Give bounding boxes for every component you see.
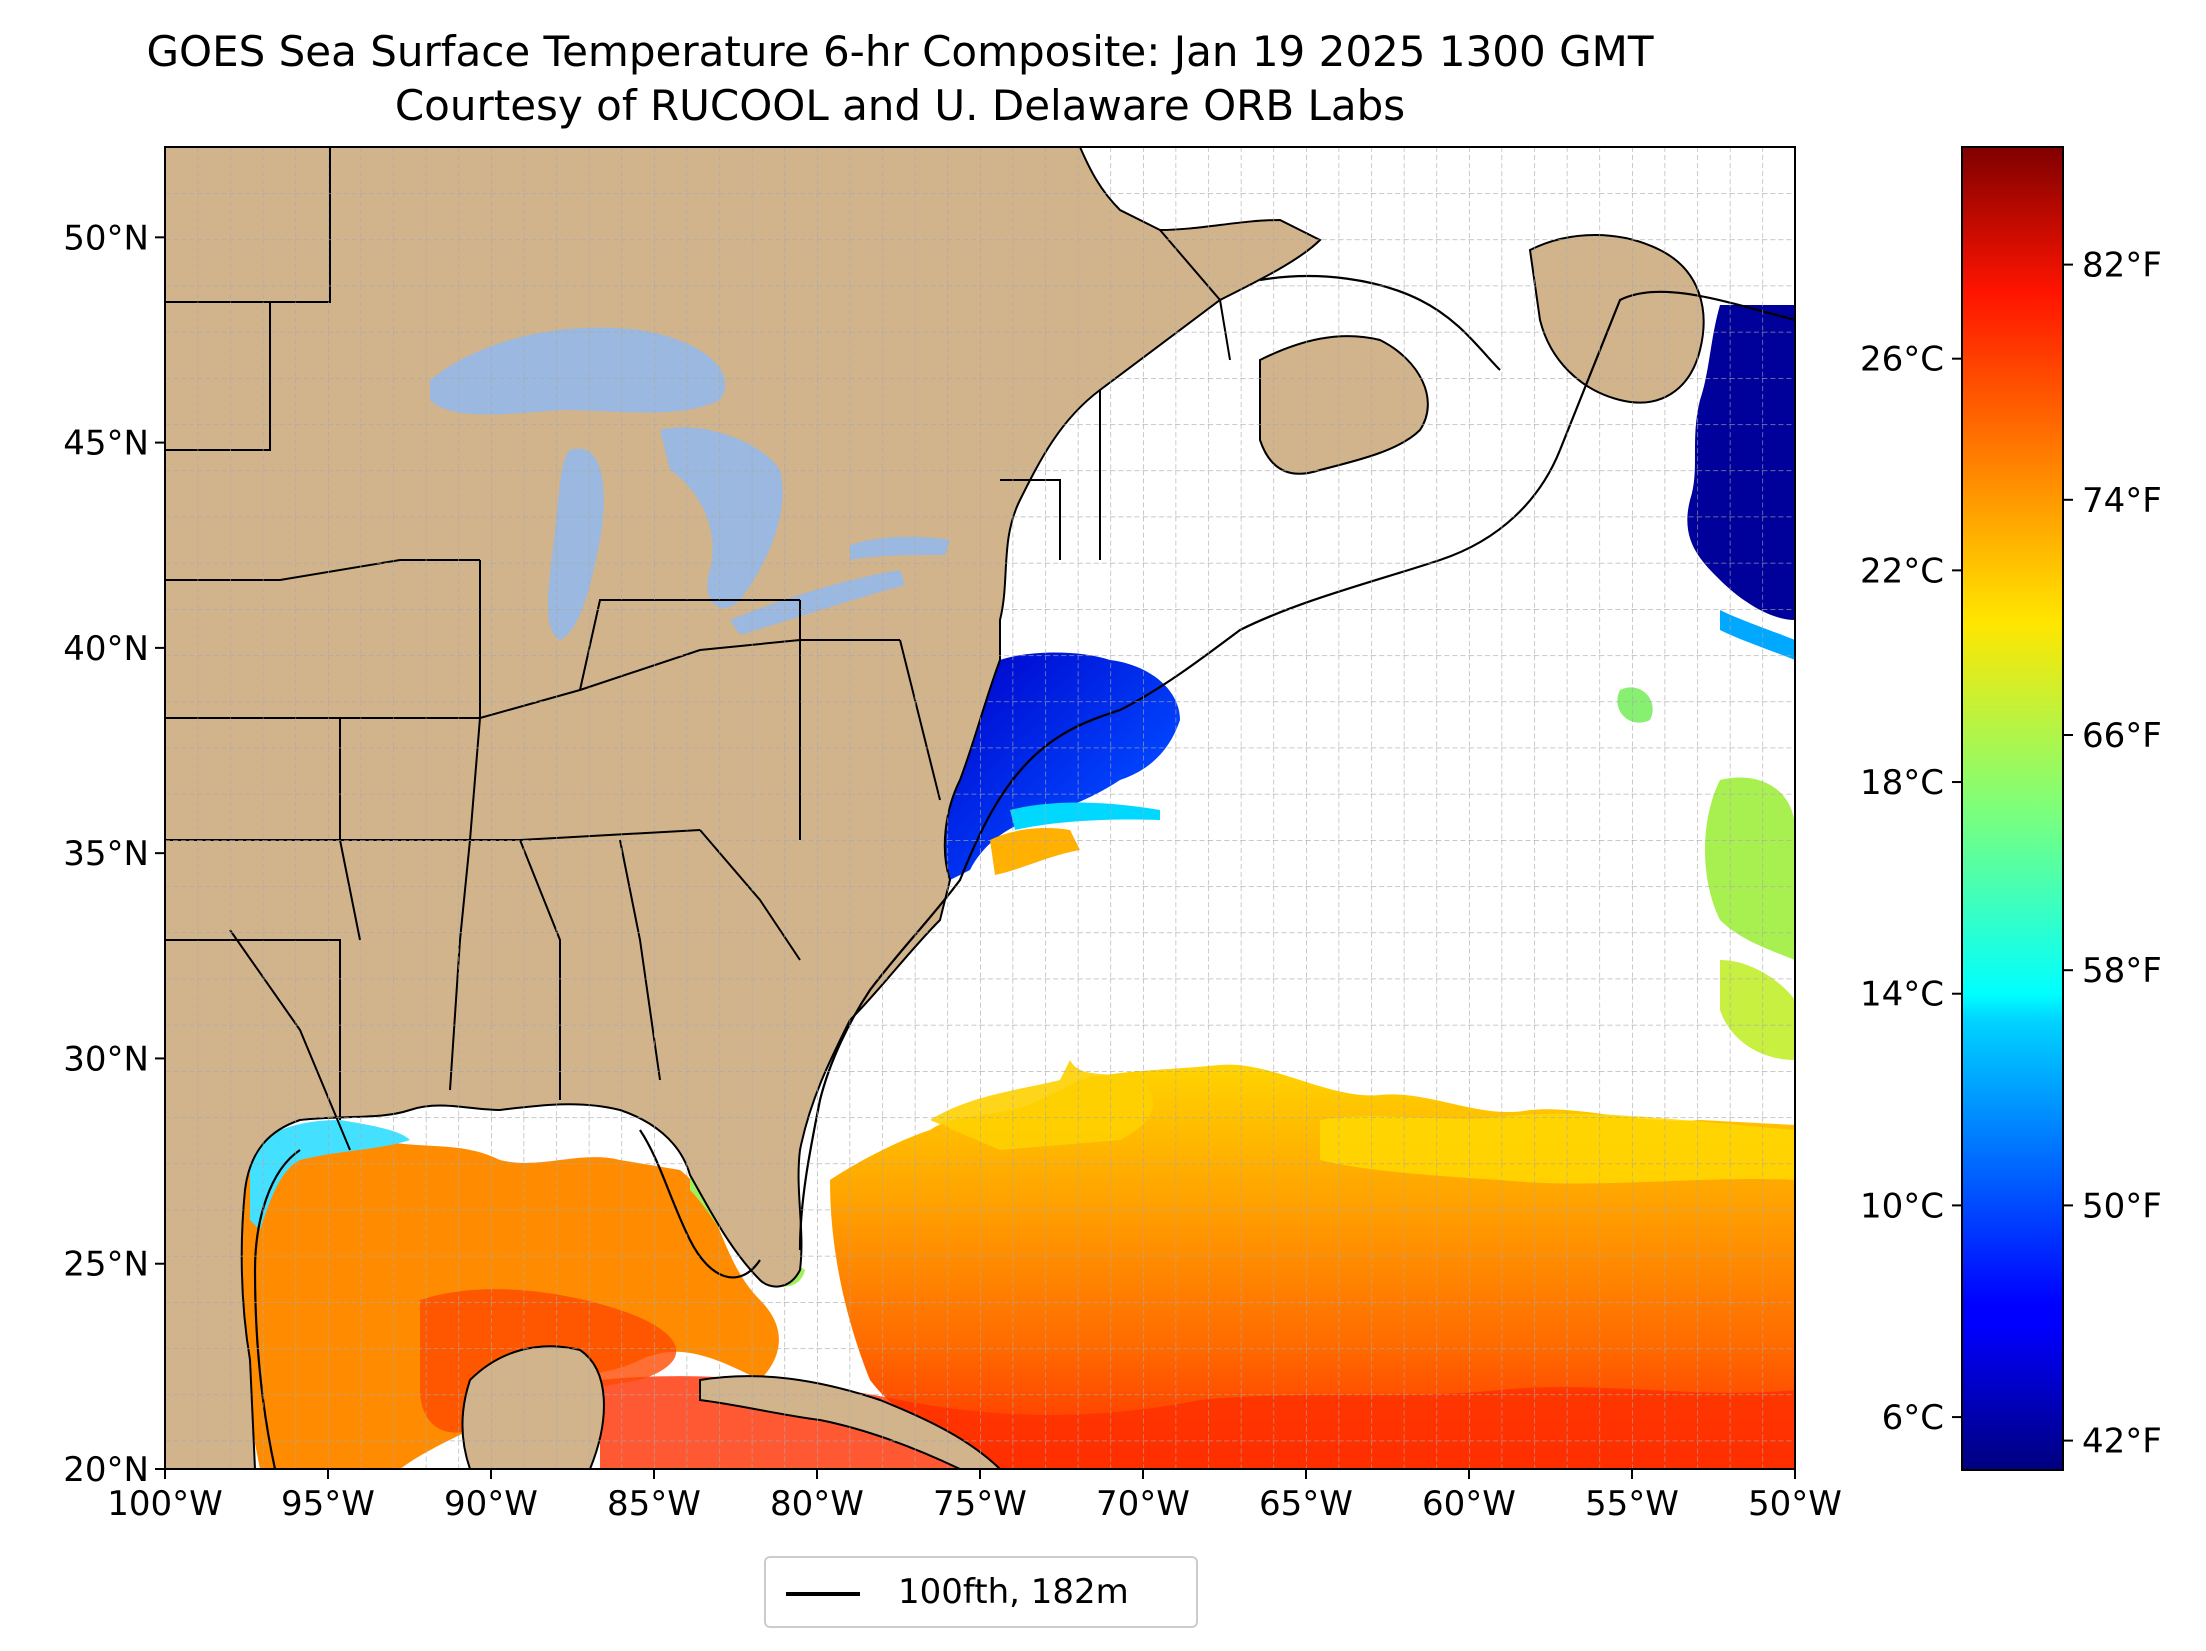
colorbar-c-tick-label: 26°C (1860, 340, 1944, 380)
colorbar-fahrenheit-axis: 42°F 50°F 58°F 66°F 74°F 82°F (2063, 246, 2162, 1462)
y-tick-label: 40°N (63, 629, 149, 669)
graticule (165, 147, 1795, 1469)
y-tick-label: 20°N (63, 1450, 149, 1490)
y-tick-label: 30°N (63, 1039, 149, 1079)
x-tick-label: 75°W (933, 1484, 1027, 1524)
colorbar: 6°C 10°C 14°C 18°C 22°C 26°C 42°F 50°F 58°F 66°F… (1860, 146, 2162, 1471)
map-canvas (165, 147, 1795, 1469)
x-tick-label: 80°W (770, 1484, 864, 1524)
colorbar-c-tick-label: 22°C (1860, 551, 1944, 591)
colorbar-celsius-axis: 6°C 10°C 14°C 18°C 22°C 26°C (1860, 340, 1962, 1438)
legend: 100fth, 182m (764, 1556, 1198, 1628)
y-tick-label: 25°N (63, 1245, 149, 1285)
colorbar-c-tick-label: 14°C (1860, 975, 1944, 1015)
y-tick-label: 45°N (63, 424, 149, 464)
legend-label: 100fth, 182m (898, 1572, 1129, 1612)
colorbar-c-tick-label: 6°C (1882, 1398, 1944, 1438)
x-tick-label: 95°W (281, 1484, 375, 1524)
x-tick-label: 70°W (1096, 1484, 1190, 1524)
colorbar-f-tick-label: 66°F (2082, 716, 2162, 756)
colorbar-f-tick-label: 58°F (2082, 951, 2162, 991)
colorbar-f-tick-label: 74°F (2082, 481, 2162, 521)
map-subtitle: Courtesy of RUCOOL and U. Delaware ORB L… (394, 81, 1406, 130)
x-tick-label: 85°W (607, 1484, 701, 1524)
colorbar-c-tick-label: 10°C (1860, 1186, 1944, 1226)
colorbar-f-tick-label: 82°F (2082, 246, 2162, 286)
legend-line-swatch (786, 1592, 860, 1596)
y-axis: 20°N 25°N 30°N 35°N 40°N 45°N 50°N (63, 218, 165, 1490)
x-tick-label: 55°W (1585, 1484, 1679, 1524)
x-tick-label: 90°W (444, 1484, 538, 1524)
y-tick-label: 35°N (63, 834, 149, 874)
colorbar-gradient (1961, 146, 2064, 1471)
y-tick-label: 50°N (63, 218, 149, 258)
colorbar-f-tick-label: 50°F (2082, 1186, 2162, 1226)
map-title: GOES Sea Surface Temperature 6-hr Compos… (146, 27, 1654, 76)
colorbar-c-tick-label: 18°C (1860, 763, 1944, 803)
x-axis: 100°W 95°W 90°W 85°W 80°W 75°W 70°W 65°W 60°W 55°… (107, 1469, 1842, 1524)
colorbar-f-tick-label: 42°F (2082, 1422, 2162, 1462)
x-tick-label: 100°W (107, 1484, 223, 1524)
x-tick-label: 50°W (1748, 1484, 1842, 1524)
x-tick-label: 65°W (1259, 1484, 1353, 1524)
x-tick-label: 60°W (1422, 1484, 1516, 1524)
